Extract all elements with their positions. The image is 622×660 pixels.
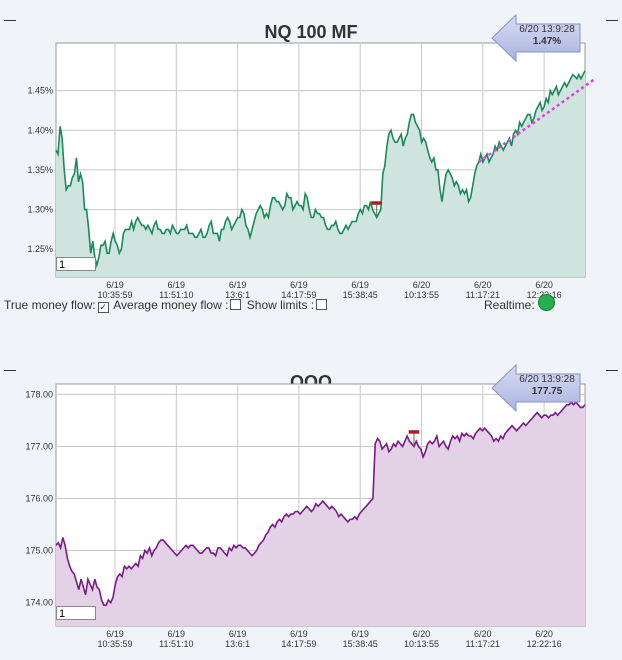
x-tick-date: 6/19 (229, 629, 247, 639)
x-tick-time: 13:6:1 (225, 290, 250, 300)
y-tick-label: 175.00 (25, 546, 53, 556)
x-tick-date: 6/19 (290, 280, 308, 290)
chart-title: NQ 100 MF (264, 22, 358, 42)
callout-value: 177.75 (531, 386, 563, 397)
x-tick-time: 15:38:45 (343, 639, 378, 649)
x-tick-date: 6/19 (168, 280, 186, 290)
y-tick-label: 1.25% (27, 244, 53, 254)
session-marker-icon (371, 201, 382, 205)
x-tick-date: 6/20 (474, 280, 492, 290)
panel-right-dash (606, 20, 618, 21)
x-tick-date: 6/19 (168, 629, 186, 639)
y-tick-label: 1.40% (27, 125, 53, 135)
callout-value: 1.47% (532, 36, 562, 47)
x-tick-time: 10:13:55 (404, 639, 439, 649)
x-tick-time: 11:17:21 (466, 290, 500, 300)
session-marker-icon (408, 430, 420, 434)
series-line (55, 400, 586, 606)
x-tick-time: 11:51:10 (159, 639, 193, 649)
x-tick-date: 6/19 (106, 280, 124, 290)
y-tick-label: 178.00 (25, 389, 53, 399)
x-tick-time: 10:35:59 (97, 290, 132, 300)
callout-arrow-icon (491, 13, 581, 63)
y-tick-label: 1.35% (27, 165, 53, 175)
y-tick-label: 1.45% (27, 86, 53, 96)
x-tick-date: 6/20 (413, 629, 431, 639)
true-money-flow-label: True money flow: (4, 298, 96, 312)
panel-right-dash (606, 370, 618, 371)
x-tick-time: 11:17:21 (466, 639, 500, 649)
x-tick-time: 10:13:55 (404, 290, 439, 300)
average-money-flow-label: Average money flow : (113, 298, 229, 312)
callout-time: 6/20 13:9:28 (519, 374, 575, 385)
x-tick-time: 14:17:59 (281, 639, 316, 649)
x-tick-time: 13:6:1 (225, 639, 250, 649)
x-tick-time: 14:17:59 (281, 290, 316, 300)
true-money-flow-checkbox[interactable]: ✓ (97, 302, 109, 313)
y-tick-label: 177.00 (25, 441, 53, 451)
panel-left-dash (4, 20, 16, 21)
period-input[interactable]: 1 (56, 606, 96, 620)
callout-time: 6/20 13:9:28 (519, 24, 575, 35)
x-tick-date: 6/20 (535, 629, 553, 639)
x-tick-date: 6/19 (290, 629, 308, 639)
y-tick-label: 174.00 (25, 598, 53, 608)
x-tick-date: 6/19 (351, 629, 369, 639)
x-tick-time: 10:35:59 (97, 639, 132, 649)
realtime-label: Realtime: (484, 298, 535, 312)
series-area (56, 70, 585, 277)
callout-arrow-icon (491, 363, 581, 413)
show-limits-label: Show limits : (246, 298, 315, 312)
period-input[interactable]: 1 (56, 257, 96, 271)
x-tick-date: 6/20 (413, 280, 431, 290)
x-tick-date: 6/19 (351, 280, 369, 290)
y-tick-label: 176.00 (25, 493, 53, 503)
x-tick-time: 12:22:16 (527, 639, 562, 649)
nq100-mf-chart: 1.25%1.30%1.35%1.40%1.45%6/1910:35:596/1… (27, 42, 596, 300)
options-bar: True money flow: ✓ Average money flow : S… (4, 298, 329, 313)
x-tick-time: 15:38:45 (343, 290, 378, 300)
x-tick-date: 6/19 (229, 280, 247, 290)
x-tick-date: 6/20 (474, 629, 492, 639)
qqq-chart: 174.00175.00176.00177.00178.006/1910:35:… (25, 383, 586, 649)
panel-left-dash (4, 370, 16, 371)
value-callout: 6/20 13:9:28 177.75 (490, 363, 582, 413)
x-tick-time: 11:51:10 (159, 290, 193, 300)
x-tick-date: 6/19 (106, 629, 124, 639)
series-line (55, 70, 586, 269)
x-tick-date: 6/20 (535, 280, 553, 290)
show-limits-checkbox[interactable] (316, 299, 328, 310)
value-callout: 6/20 13:9:28 1.47% (490, 13, 582, 63)
y-tick-label: 1.30% (27, 205, 53, 215)
realtime-indicator[interactable] (538, 294, 555, 311)
series-area (56, 402, 585, 626)
average-money-flow-checkbox[interactable] (230, 299, 242, 310)
